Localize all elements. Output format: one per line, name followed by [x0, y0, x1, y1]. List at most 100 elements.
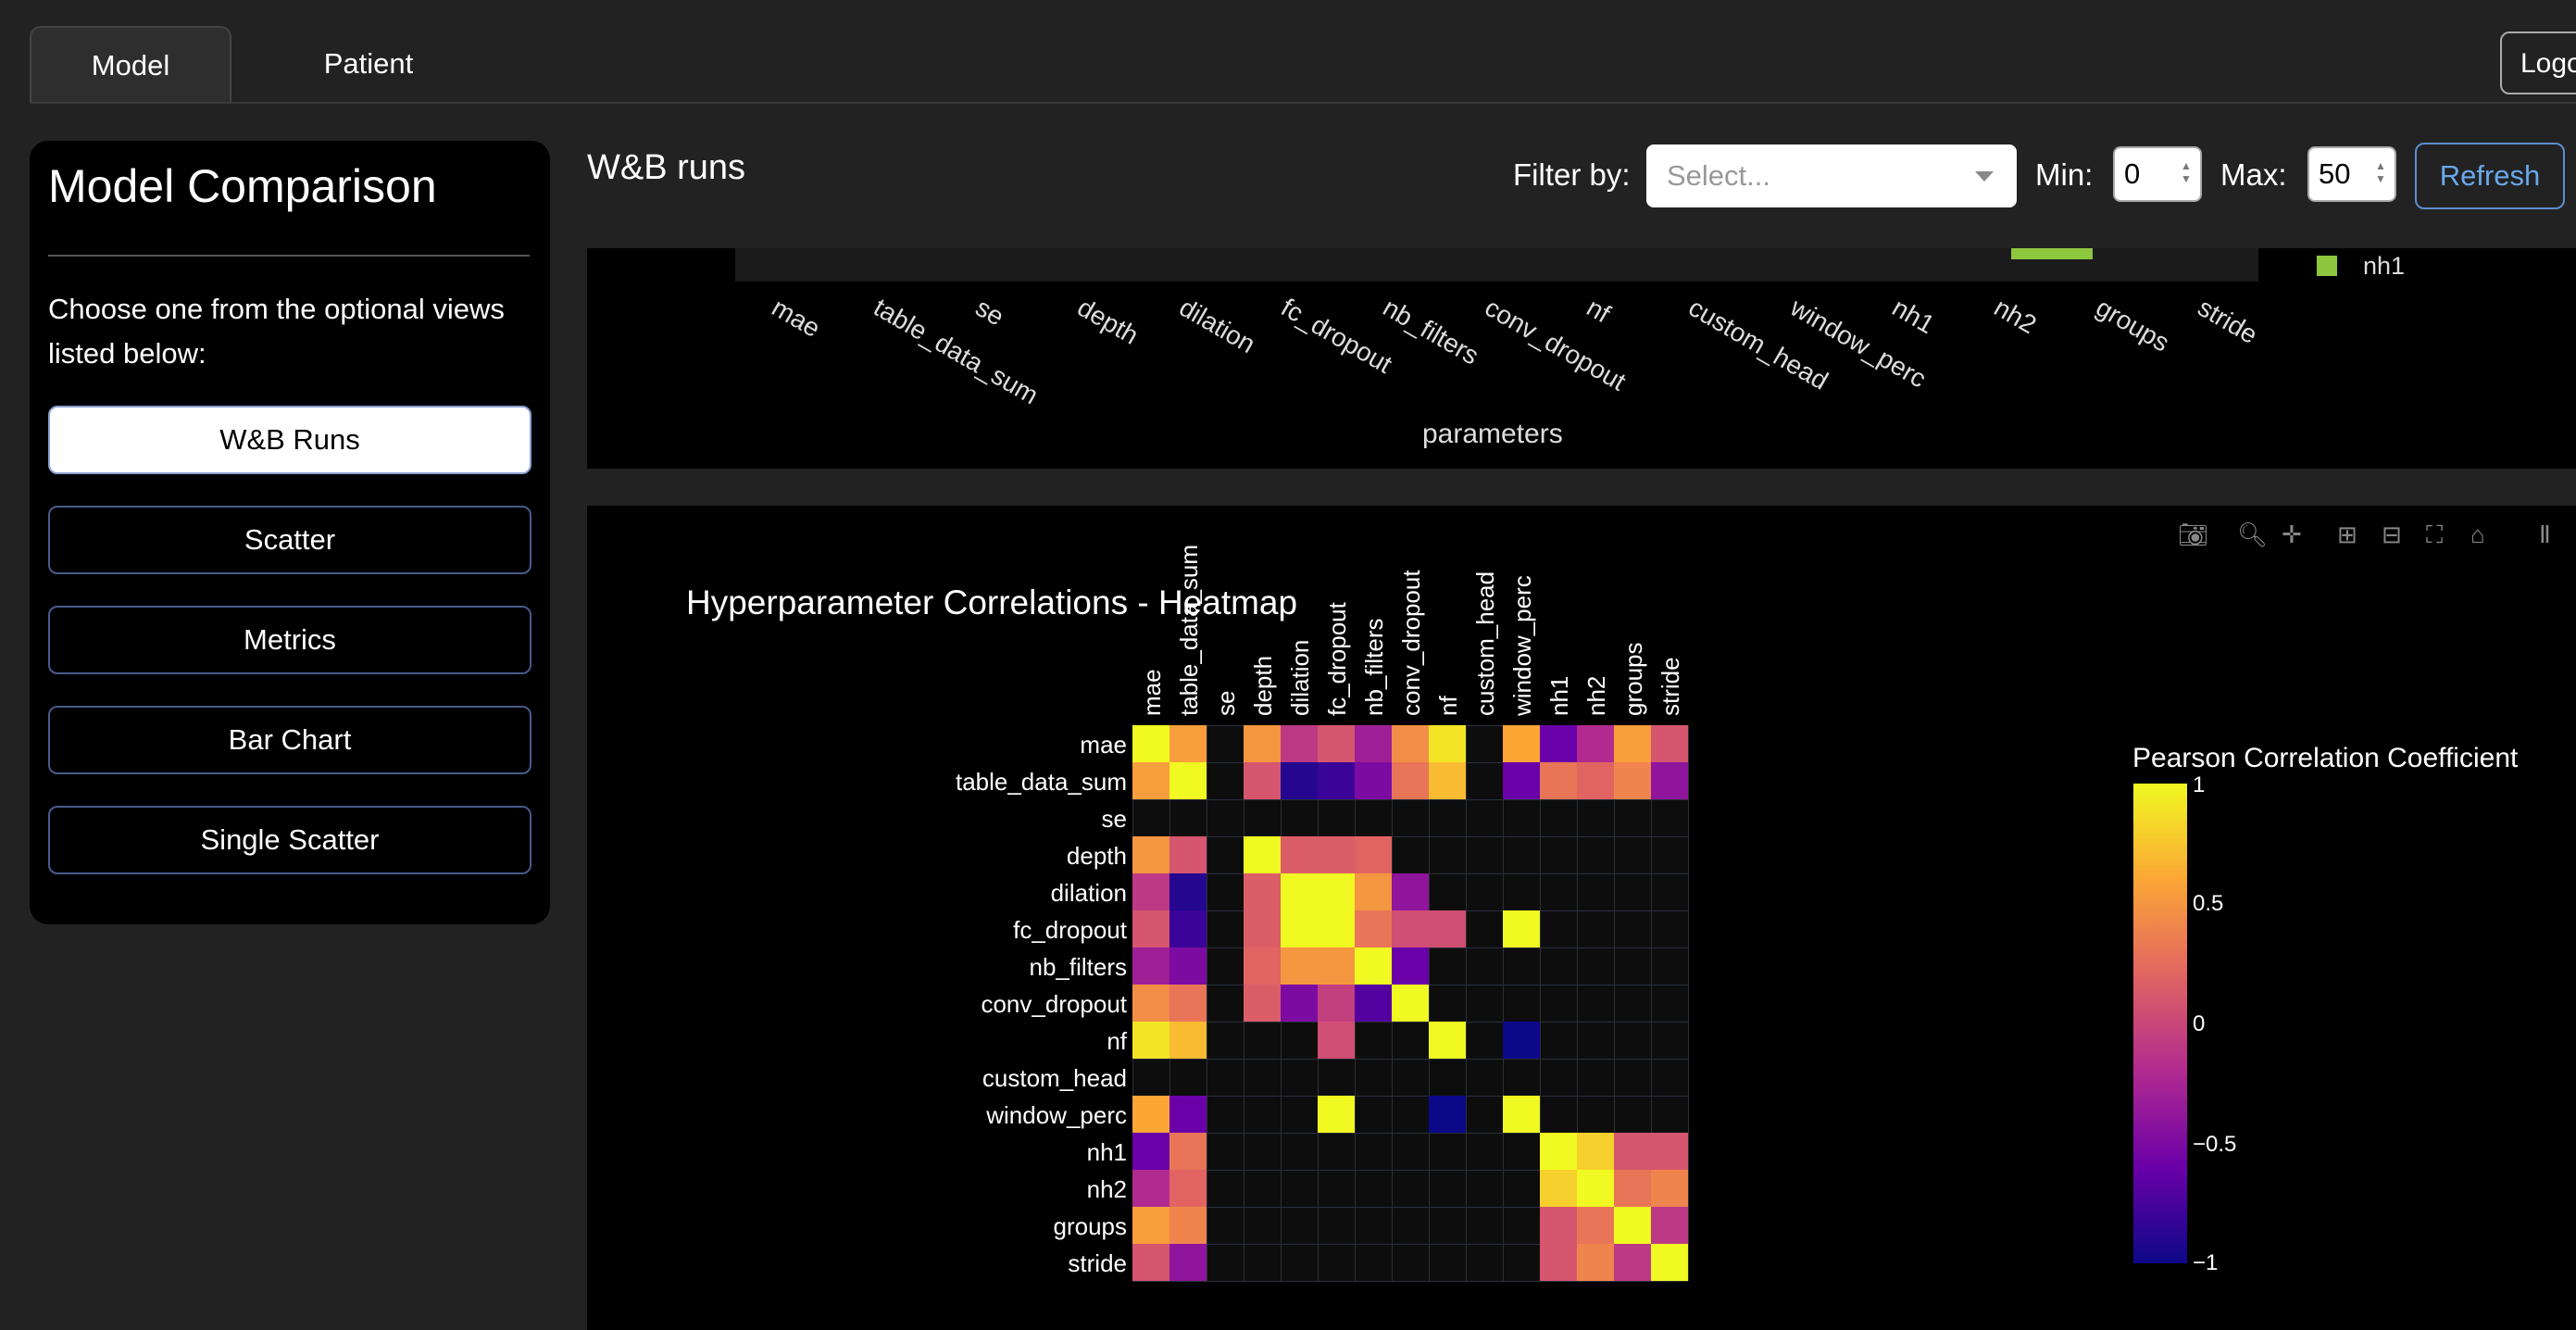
heatmap-cell[interactable] [1281, 910, 1318, 947]
heatmap-cell[interactable] [1503, 1022, 1540, 1059]
heatmap-cell[interactable] [1132, 762, 1169, 799]
heatmap-cell[interactable] [1429, 1022, 1466, 1059]
home-icon[interactable]: ⌂ [2470, 521, 2485, 548]
heatmap-cell[interactable] [1132, 985, 1169, 1022]
heatmap-cell[interactable] [1169, 836, 1207, 873]
heatmap-cell[interactable] [1169, 762, 1207, 799]
heatmap-cell[interactable] [1244, 836, 1281, 873]
heatmap-cell[interactable] [1169, 1170, 1207, 1207]
heatmap-cell[interactable] [1132, 1207, 1169, 1244]
bar-chart-button[interactable]: Bar Chart [48, 706, 531, 774]
heatmap-cell[interactable] [1392, 910, 1429, 947]
tab-patient[interactable]: Patient [323, 47, 414, 80]
heatmap-cell[interactable] [1392, 985, 1429, 1022]
heatmap-cell[interactable] [1281, 947, 1318, 985]
heatmap-cell[interactable] [1429, 1096, 1466, 1133]
heatmap-cell[interactable] [1503, 910, 1540, 947]
heatmap-cell[interactable] [1614, 1244, 1651, 1281]
heatmap-cell[interactable] [1355, 947, 1392, 985]
heatmap-cell[interactable] [1651, 762, 1688, 799]
heatmap-cell[interactable] [1614, 762, 1651, 799]
heatmap-cell[interactable] [1244, 910, 1281, 947]
heatmap-cell[interactable] [1318, 985, 1355, 1022]
heatmap-cell[interactable] [1355, 725, 1392, 762]
heatmap-cell[interactable] [1132, 1244, 1169, 1281]
heatmap-cell[interactable] [1169, 725, 1207, 762]
heatmap-cell[interactable] [1503, 1096, 1540, 1133]
heatmap-cell[interactable] [1614, 1170, 1651, 1207]
zoom-in-icon[interactable]: ⊞ [2337, 521, 2357, 548]
min-input[interactable]: 0 ▲ ▼ [2113, 146, 2202, 202]
heatmap-cell[interactable] [1614, 1133, 1651, 1170]
heatmap-cell[interactable] [1244, 762, 1281, 799]
heatmap-cell[interactable] [1132, 873, 1169, 910]
zoom-icon[interactable]: 🔍︎ [2237, 521, 2269, 548]
heatmap-cell[interactable] [1503, 762, 1540, 799]
heatmap-cell[interactable] [1651, 1133, 1688, 1170]
heatmap-cell[interactable] [1392, 725, 1429, 762]
heatmap-cell[interactable] [1318, 836, 1355, 873]
heatmap-cell[interactable] [1281, 836, 1318, 873]
heatmap-cell[interactable] [1318, 725, 1355, 762]
heatmap-cell[interactable] [1281, 725, 1318, 762]
heatmap-cell[interactable] [1132, 836, 1169, 873]
heatmap-cell[interactable] [1132, 1096, 1169, 1133]
heatmap-cell[interactable] [1577, 1133, 1614, 1170]
heatmap-cell[interactable] [1318, 1096, 1355, 1133]
heatmap-cell[interactable] [1503, 725, 1540, 762]
stepper-icon[interactable]: ▲ ▼ [2181, 159, 2192, 185]
zoom-out-icon[interactable]: ⊟ [2382, 521, 2402, 548]
heatmap-cell[interactable] [1169, 1244, 1207, 1281]
heatmap-cell[interactable] [1429, 725, 1466, 762]
heatmap-cell[interactable] [1169, 1022, 1207, 1059]
heatmap-cell[interactable] [1169, 1133, 1207, 1170]
heatmap-cell[interactable] [1244, 873, 1281, 910]
heatmap-cell[interactable] [1318, 910, 1355, 947]
heatmap-cell[interactable] [1355, 762, 1392, 799]
heatmap-cell[interactable] [1540, 1207, 1577, 1244]
heatmap-cell[interactable] [1318, 1022, 1355, 1059]
heatmap-cell[interactable] [1281, 762, 1318, 799]
legend-swatch[interactable] [2317, 256, 2337, 276]
heatmap-cell[interactable] [1355, 836, 1392, 873]
heatmap-cell[interactable] [1169, 910, 1207, 947]
heatmap-cell[interactable] [1355, 910, 1392, 947]
tab-model[interactable]: Model [30, 26, 231, 102]
autoscale-icon[interactable]: ⛶ [2426, 521, 2444, 548]
heatmap-cell[interactable] [1577, 1207, 1614, 1244]
heatmap-cell[interactable] [1355, 873, 1392, 910]
metrics-button[interactable]: Metrics [48, 606, 531, 674]
camera-icon[interactable]: 📷︎ [2178, 521, 2209, 548]
heatmap-cell[interactable] [1540, 1244, 1577, 1281]
wb-runs-button[interactable]: W&B Runs [48, 406, 531, 474]
heatmap-cell[interactable] [1318, 947, 1355, 985]
heatmap-cell[interactable] [1169, 947, 1207, 985]
heatmap-cell[interactable] [1540, 1170, 1577, 1207]
heatmap-cell[interactable] [1577, 725, 1614, 762]
heatmap-cell[interactable] [1651, 1207, 1688, 1244]
heatmap-cell[interactable] [1540, 1133, 1577, 1170]
heatmap-cell[interactable] [1132, 1022, 1169, 1059]
heatmap-cell[interactable] [1169, 1207, 1207, 1244]
heatmap-cell[interactable] [1651, 1244, 1688, 1281]
pan-icon[interactable]: ✛ [2282, 521, 2302, 548]
single-scatter-button[interactable]: Single Scatter [48, 806, 531, 874]
scatter-button[interactable]: Scatter [48, 506, 531, 574]
filter-select[interactable]: Select... [1646, 144, 2017, 207]
logout-button[interactable]: Logo [2500, 31, 2576, 94]
heatmap-cell[interactable] [1169, 873, 1207, 910]
heatmap-cell[interactable] [1614, 725, 1651, 762]
heatmap-cell[interactable] [1281, 985, 1318, 1022]
heatmap-cell[interactable] [1429, 910, 1466, 947]
heatmap-cell[interactable] [1169, 1096, 1207, 1133]
heatmap-cell[interactable] [1392, 873, 1429, 910]
heatmap-cell[interactable] [1540, 725, 1577, 762]
heatmap-cell[interactable] [1392, 762, 1429, 799]
heatmap-cell[interactable] [1281, 873, 1318, 910]
heatmap-cell[interactable] [1132, 725, 1169, 762]
heatmap-cell[interactable] [1651, 725, 1688, 762]
plotly-logo-icon[interactable]: Ⅱ [2539, 521, 2551, 548]
heatmap-cell[interactable] [1132, 910, 1169, 947]
heatmap-cell[interactable] [1651, 1170, 1688, 1207]
legend-label[interactable]: nh1 [2363, 252, 2406, 280]
